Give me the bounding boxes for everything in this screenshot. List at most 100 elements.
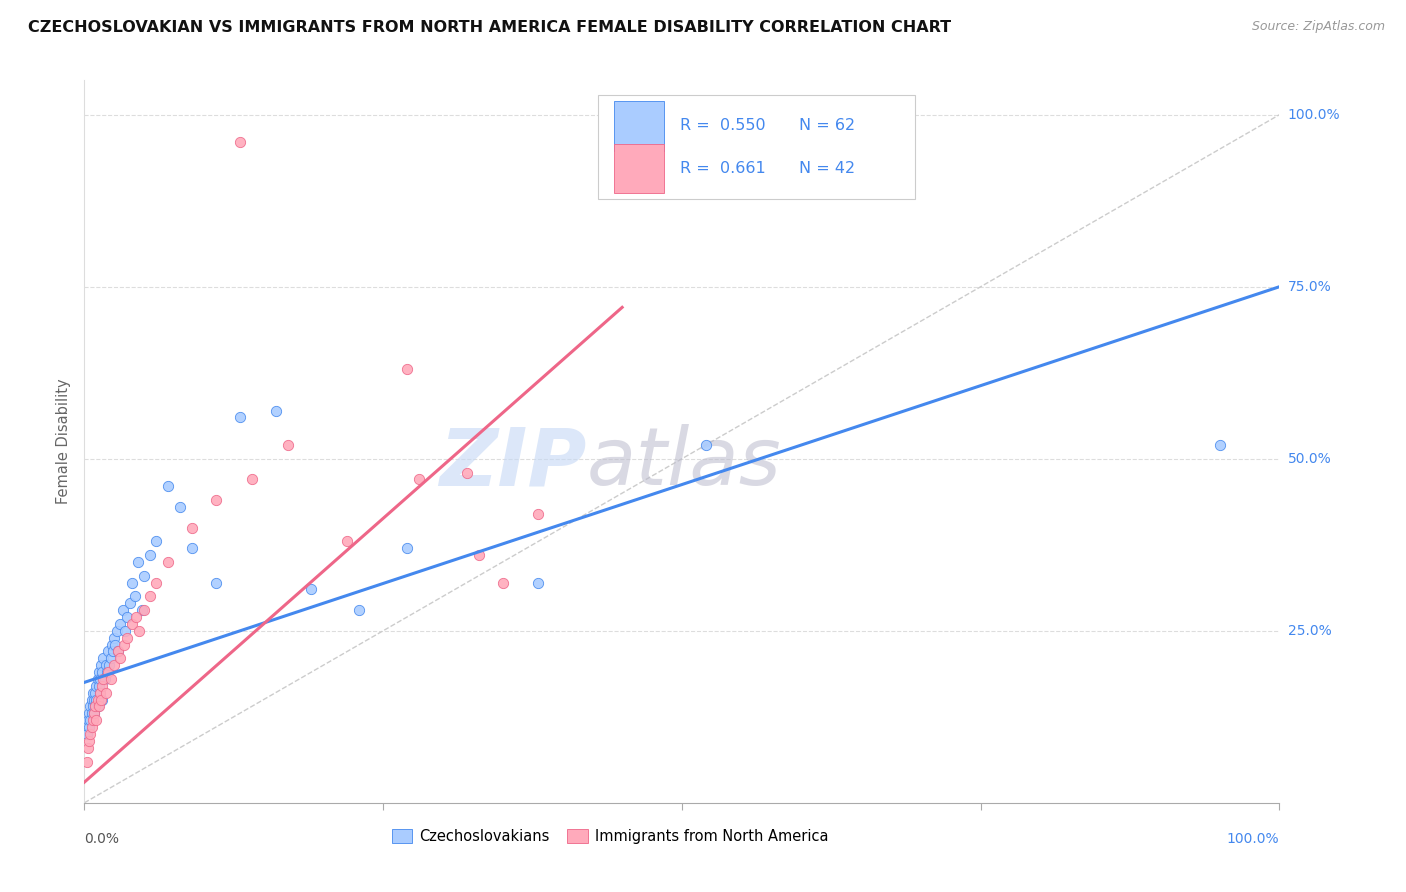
Point bbox=[181, 541, 204, 556]
Point bbox=[84, 699, 107, 714]
Point bbox=[527, 575, 550, 590]
Point bbox=[157, 555, 180, 569]
Point bbox=[117, 631, 139, 645]
Point bbox=[91, 679, 114, 693]
Point bbox=[79, 727, 101, 741]
Point bbox=[132, 568, 156, 582]
Text: 75.0%: 75.0% bbox=[1288, 280, 1331, 293]
Point bbox=[97, 665, 120, 679]
Point bbox=[145, 575, 167, 590]
Point bbox=[100, 672, 122, 686]
Point bbox=[89, 672, 111, 686]
Point bbox=[408, 472, 430, 486]
Legend: Czechoslovakians, Immigrants from North America: Czechoslovakians, Immigrants from North … bbox=[387, 823, 834, 850]
Point bbox=[145, 534, 167, 549]
Text: 0.0%: 0.0% bbox=[84, 831, 120, 846]
Point bbox=[139, 548, 162, 562]
Point bbox=[131, 603, 153, 617]
Point bbox=[157, 479, 180, 493]
Text: 50.0%: 50.0% bbox=[1288, 451, 1331, 466]
Point bbox=[128, 624, 150, 638]
Text: 25.0%: 25.0% bbox=[1288, 624, 1331, 638]
Point bbox=[83, 692, 105, 706]
Point bbox=[125, 610, 148, 624]
Point bbox=[77, 706, 100, 721]
Point bbox=[121, 616, 143, 631]
Point bbox=[336, 534, 359, 549]
Point bbox=[87, 699, 110, 714]
Text: atlas: atlas bbox=[586, 425, 782, 502]
Text: CZECHOSLOVAKIAN VS IMMIGRANTS FROM NORTH AMERICA FEMALE DISABILITY CORRELATION C: CZECHOSLOVAKIAN VS IMMIGRANTS FROM NORTH… bbox=[28, 20, 952, 35]
Text: R =  0.661: R = 0.661 bbox=[679, 161, 765, 176]
Point bbox=[86, 713, 108, 727]
Point bbox=[107, 644, 129, 658]
Text: R =  0.550: R = 0.550 bbox=[679, 118, 765, 133]
Point bbox=[91, 692, 114, 706]
Point bbox=[301, 582, 323, 597]
Point bbox=[82, 686, 104, 700]
Point bbox=[112, 638, 135, 652]
Point bbox=[121, 575, 143, 590]
Point bbox=[90, 692, 112, 706]
Point bbox=[77, 740, 100, 755]
Point bbox=[695, 438, 717, 452]
Point bbox=[98, 658, 121, 673]
Point bbox=[100, 651, 122, 665]
Point bbox=[77, 734, 100, 748]
Point bbox=[492, 575, 515, 590]
Text: N = 42: N = 42 bbox=[799, 161, 855, 176]
Point bbox=[105, 624, 128, 638]
FancyBboxPatch shape bbox=[614, 144, 664, 194]
Point bbox=[94, 658, 117, 673]
Point bbox=[114, 624, 136, 638]
Point bbox=[110, 616, 132, 631]
Point bbox=[107, 644, 129, 658]
Point bbox=[76, 755, 98, 769]
Point bbox=[94, 686, 117, 700]
Point bbox=[468, 548, 491, 562]
Point bbox=[264, 403, 287, 417]
Point bbox=[83, 706, 105, 721]
Point bbox=[132, 603, 156, 617]
Point bbox=[101, 644, 124, 658]
Point bbox=[77, 720, 100, 734]
Point bbox=[86, 692, 108, 706]
Point bbox=[86, 672, 108, 686]
Text: 100.0%: 100.0% bbox=[1288, 108, 1340, 121]
Point bbox=[86, 699, 108, 714]
Point bbox=[456, 466, 478, 480]
Text: ZIP: ZIP bbox=[439, 425, 586, 502]
Point bbox=[181, 520, 204, 534]
Point bbox=[79, 713, 101, 727]
Point bbox=[90, 658, 112, 673]
Point bbox=[229, 135, 252, 149]
Point bbox=[111, 603, 134, 617]
Point bbox=[396, 541, 419, 556]
Point bbox=[80, 692, 103, 706]
Point bbox=[87, 679, 110, 693]
Point bbox=[96, 665, 118, 679]
Point bbox=[89, 686, 111, 700]
Text: Source: ZipAtlas.com: Source: ZipAtlas.com bbox=[1251, 20, 1385, 33]
Point bbox=[169, 500, 191, 514]
Point bbox=[82, 699, 104, 714]
Point bbox=[240, 472, 263, 486]
Point bbox=[80, 720, 103, 734]
Point bbox=[93, 672, 115, 686]
Point bbox=[84, 699, 107, 714]
Point bbox=[83, 706, 105, 721]
Point bbox=[396, 362, 419, 376]
Point bbox=[97, 644, 120, 658]
Point bbox=[103, 631, 125, 645]
Point bbox=[89, 686, 111, 700]
Point bbox=[205, 575, 228, 590]
Point bbox=[117, 610, 139, 624]
Point bbox=[127, 555, 149, 569]
Point bbox=[77, 713, 100, 727]
FancyBboxPatch shape bbox=[614, 101, 664, 151]
Point bbox=[93, 672, 115, 686]
Point bbox=[79, 699, 101, 714]
Point bbox=[84, 686, 107, 700]
Point bbox=[1209, 438, 1232, 452]
Point bbox=[118, 596, 141, 610]
